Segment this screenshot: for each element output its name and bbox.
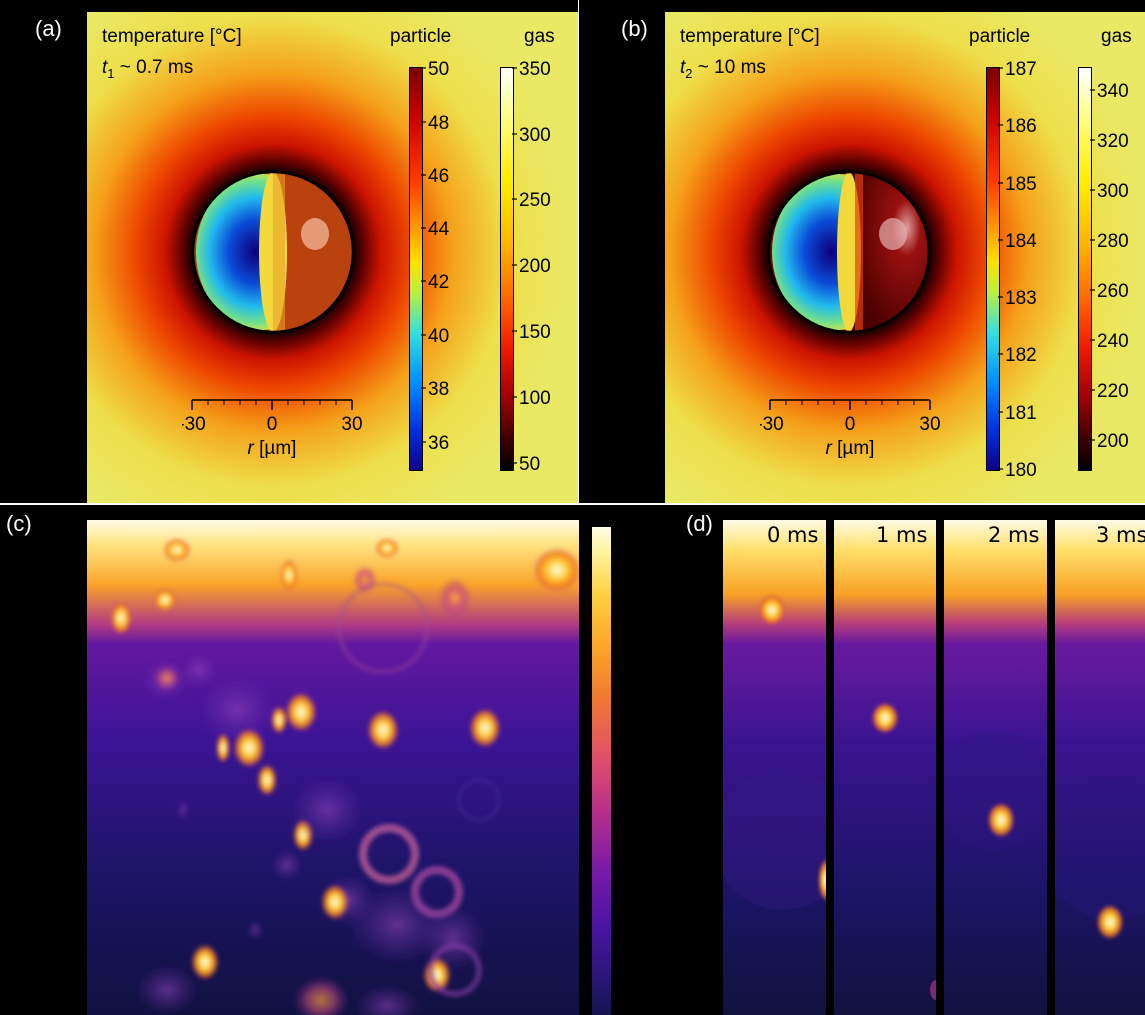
- z-axis-label: z [mm]: [6, 739, 27, 797]
- frame-label-3: 3 ms: [1096, 523, 1145, 547]
- cb-tick: 100: [623, 801, 655, 822]
- tick: 100: [519, 388, 551, 409]
- colorbar-label: temperature [°C]: [675, 712, 696, 852]
- tick: 181: [1005, 403, 1037, 424]
- panel-d-frames: [723, 520, 1145, 1015]
- cb-tick: 60: [623, 926, 644, 947]
- r-tick-center: 0: [267, 414, 278, 435]
- tick: 50: [519, 454, 540, 475]
- panel-a-gas-label: gas: [524, 26, 555, 47]
- panel-c: (c): [0, 505, 700, 1015]
- panel-b-scale-bar: -30 0 30 r [µm]: [760, 399, 941, 459]
- panel-c-z-axis: 0 -1 -2 -3 z [mm]: [6, 511, 87, 1015]
- tick: 185: [1005, 174, 1037, 195]
- tick: 48: [428, 113, 449, 134]
- panel-a-gas-ticks: 350 300 250 200 150 100 50: [512, 59, 551, 475]
- tick: 320: [1097, 131, 1129, 152]
- r-axis-label: r [µm]: [248, 438, 297, 459]
- panel-c-colorbar-ticks: 180 160 140 120 100 80 60 40 temperature…: [611, 528, 696, 1009]
- cb-tick: 160: [623, 613, 655, 634]
- r-tick-right: 30: [919, 414, 940, 435]
- panel-b: (b): [579, 0, 1145, 503]
- cb-tick: 80: [623, 863, 644, 884]
- r-axis-label: r [µm]: [826, 438, 875, 459]
- cb-tick: 120: [623, 738, 655, 759]
- tick: 36: [428, 433, 449, 454]
- panel-b-particle-label: particle: [969, 26, 1031, 47]
- panel-b-particle-colorbar: [986, 67, 1000, 471]
- panel-a-letter: (a): [35, 16, 62, 41]
- panel-a-particle-label: particle: [390, 26, 452, 47]
- r-tick-left: -30: [182, 414, 206, 435]
- frame-1: [834, 520, 942, 1015]
- tick: 44: [428, 219, 450, 240]
- frame-label-2: 2 ms: [988, 523, 1040, 547]
- tick: 240: [1097, 331, 1129, 352]
- panel-d-letter: (d): [686, 511, 713, 536]
- tick: 187: [1005, 59, 1037, 80]
- frame-0: [723, 520, 853, 1015]
- z-tick: -3: [57, 1005, 74, 1015]
- panel-b-letter: (b): [621, 16, 648, 41]
- r-tick-center: 0: [845, 414, 856, 435]
- tick: 40: [428, 326, 449, 347]
- tick: 182: [1005, 345, 1037, 366]
- tick: 150: [519, 322, 551, 343]
- tick: 220: [1097, 381, 1129, 402]
- frame-3: [1043, 520, 1145, 1015]
- panel-b-gas-ticks: 340 320 300 280 260 240 220 200: [1090, 81, 1129, 452]
- cb-tick: 180: [623, 551, 655, 572]
- tick: 183: [1005, 288, 1037, 309]
- tick: 180: [1005, 460, 1037, 481]
- panel-b-title: temperature [°C]: [680, 26, 820, 47]
- panel-b-gas-label: gas: [1101, 26, 1132, 47]
- tick: 42: [428, 272, 449, 293]
- tick: 186: [1005, 116, 1037, 137]
- cb-tick: 140: [623, 676, 655, 697]
- panel-c-letter: (c): [6, 511, 32, 536]
- tick: 350: [519, 59, 551, 80]
- panel-a: (a): [0, 0, 578, 503]
- tick: 46: [428, 166, 449, 187]
- tick: 300: [1097, 181, 1129, 202]
- panel-a-heatmap: [87, 12, 578, 503]
- panel-c-heatmap: [87, 520, 579, 1015]
- r-tick-left: -30: [760, 414, 784, 435]
- cb-tick: 40: [623, 988, 644, 1009]
- panel-a-gas-colorbar: [500, 67, 514, 471]
- z-tick: -1: [57, 677, 74, 698]
- tick: 184: [1005, 231, 1037, 252]
- panel-b-heatmap: [665, 12, 1145, 503]
- panel-a-time: t1 ~ 0.7 ms: [102, 57, 194, 81]
- frame-2: [933, 520, 1053, 1015]
- tick: 250: [519, 190, 551, 211]
- panel-b-gas-colorbar: [1078, 67, 1092, 471]
- tick: 340: [1097, 81, 1129, 102]
- tick: 260: [1097, 281, 1129, 302]
- r-tick-right: 30: [341, 414, 362, 435]
- panel-a-particle-ticks: 50 48 46 44 42 40 38 36: [421, 59, 450, 454]
- panel-c-colorbar: [591, 526, 612, 1015]
- tick: 50: [428, 59, 449, 80]
- frame-label-1: 1 ms: [876, 523, 928, 547]
- tick: 300: [519, 125, 551, 146]
- panel-b-particle-ticks: 187 186 185 184 183 182 181 180: [998, 59, 1037, 481]
- z-tick: 0: [63, 511, 74, 532]
- tick: 200: [519, 256, 551, 277]
- tick: 38: [428, 379, 449, 400]
- tick: 280: [1097, 231, 1129, 252]
- panel-a-particle-colorbar: [409, 67, 423, 471]
- z-tick: -2: [57, 841, 74, 862]
- panel-a-scale-bar: -30 0 30 r [µm]: [182, 399, 363, 459]
- frame-label-0: 0 ms: [767, 523, 819, 547]
- panel-a-title: temperature [°C]: [102, 26, 242, 47]
- panel-b-time: t2 ~ 10 ms: [680, 57, 766, 81]
- panel-d: (d): [686, 505, 1145, 1015]
- tick: 200: [1097, 431, 1129, 452]
